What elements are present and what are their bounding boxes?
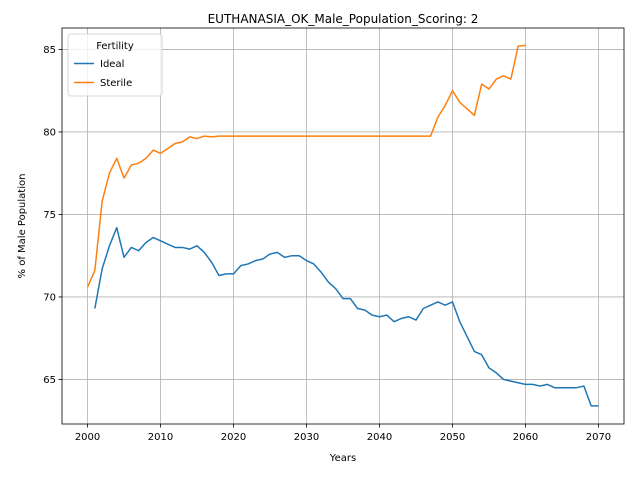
legend-label-ideal: Ideal	[100, 59, 124, 70]
legend-label-sterile: Sterile	[100, 78, 132, 89]
y-tick-label: 85	[43, 45, 56, 56]
y-axis-label: % of Male Population	[17, 174, 28, 279]
x-tick-label: 2070	[586, 432, 611, 443]
series-layer	[88, 45, 599, 406]
x-tick-label: 2060	[513, 432, 538, 443]
y-tick-label: 75	[43, 210, 56, 221]
x-tick-label: 2050	[440, 432, 465, 443]
y-tick-label: 70	[43, 292, 56, 303]
x-tick-label: 2000	[75, 432, 100, 443]
y-tick-label: 65	[43, 375, 56, 386]
x-tick-label: 2020	[221, 432, 246, 443]
legend-title: Fertility	[96, 41, 134, 52]
x-axis-label: Years	[329, 453, 356, 464]
x-tick-label: 2010	[148, 432, 173, 443]
x-tick-label: 2040	[367, 432, 392, 443]
ticks: 2000 2010 2020 2030 2040 2050 2060 2070 65 70 75 80…	[43, 45, 611, 443]
y-tick-label: 80	[43, 127, 56, 138]
legend: Fertility Ideal Sterile	[68, 34, 162, 96]
chart-title: EUTHANASIA_OK_Male_Population_Scoring: 2	[208, 12, 479, 26]
x-tick-label: 2030	[294, 432, 319, 443]
